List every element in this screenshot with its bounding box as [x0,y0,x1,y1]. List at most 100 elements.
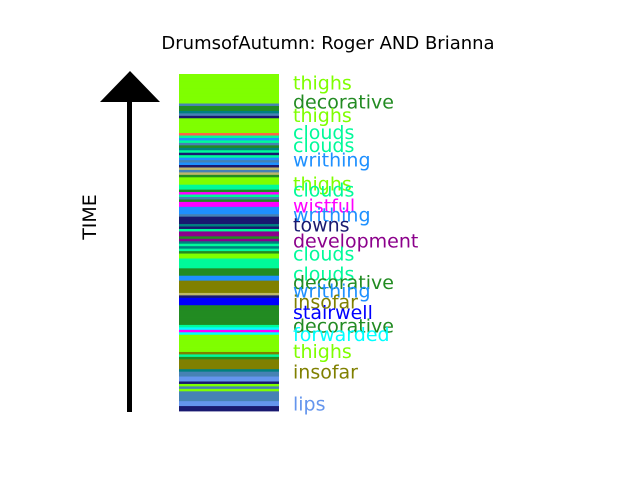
time-stripe [179,243,279,247]
time-stripe [179,140,279,144]
time-stripe [179,342,279,345]
time-stripe [179,187,279,191]
time-stripe [179,349,279,353]
word-label: writhing [293,149,371,171]
time-arrow-head-icon [100,71,160,102]
time-stripe [179,295,279,299]
time-stripe [179,105,279,109]
time-stripe [179,224,279,227]
time-stripe [179,398,279,402]
time-stripe [179,406,279,409]
time-stripe [179,199,279,203]
time-stripe [179,344,279,348]
time-stripe [179,292,279,296]
time-stripe [179,347,279,350]
time-stripe [179,383,279,387]
time-stripe [179,118,279,122]
time-stripe [179,76,279,80]
word-label: clouds [293,244,354,266]
time-stripe [179,369,279,373]
word-label: thighs [293,105,352,127]
time-stripe [179,88,279,92]
y-axis-label: TIME [79,194,101,241]
time-stripe [179,310,279,314]
time-stripe [179,315,279,318]
time-stripe [179,231,279,235]
time-stripe [179,393,279,397]
time-stripe [179,334,279,338]
time-stripe [179,214,279,218]
time-stripe [179,228,279,232]
time-stripe [179,312,279,316]
word-label: forwarded [293,324,390,346]
time-stripe [179,366,279,370]
time-stripe [179,103,279,107]
time-stripe [179,371,279,375]
time-stripe [179,93,279,97]
time-stripe [179,74,279,77]
word-label: writhing [293,205,371,227]
time-stripe [179,133,279,136]
time-stripe [179,251,279,254]
time-stripe [179,403,279,407]
time-stripe [179,302,279,306]
time-arrow-shaft [127,98,132,412]
timeline-bar [179,74,279,412]
word-label: thighs [293,341,352,363]
time-stripe [179,329,279,333]
time-stripe [179,172,279,176]
time-stripe [179,283,279,286]
time-stripe [179,246,279,250]
time-stripe [179,155,279,159]
time-stripe [179,184,279,188]
time-stripe [179,297,279,301]
time-stripe [179,275,279,279]
word-label: insofar [293,292,358,314]
time-stripe [179,256,279,259]
time-stripe [179,263,279,267]
time-stripe [179,201,279,205]
time-stripe [179,125,279,129]
time-stripe [179,327,279,331]
time-stripe [179,137,279,141]
time-stripe [179,206,279,210]
time-stripe [179,319,279,323]
time-stripe [179,317,279,321]
time-stripe [179,157,279,161]
time-stripe [179,169,279,173]
time-stripe [179,374,279,377]
time-stripe [179,98,279,102]
time-stripe [179,101,279,104]
time-stripe [179,332,279,336]
time-stripe [179,182,279,186]
word-label: decorative [293,91,394,113]
time-stripe [179,196,279,200]
time-stripe [179,288,279,291]
time-stripe [179,160,279,163]
word-label: clouds [293,135,354,157]
time-stripe [179,379,279,382]
time-stripe [179,145,279,149]
time-stripe [179,177,279,181]
time-stripe [179,96,279,99]
time-axis-arrow [100,71,160,412]
word-label: decorative [293,316,394,338]
time-stripe [179,401,279,405]
time-stripe [179,165,279,168]
word-label: development [293,231,418,253]
time-stripe [179,150,279,154]
time-stripe [179,189,279,193]
time-stripe [179,236,279,240]
word-label: decorative [293,272,394,294]
time-stripe [179,194,279,198]
time-stripe [179,285,279,289]
time-stripe [179,253,279,257]
word-label: thighs [293,174,352,196]
time-stripe [179,300,279,304]
time-stripe [179,351,279,355]
time-stripe [179,268,279,272]
time-stripe [179,290,279,294]
time-stripe [179,219,279,222]
time-stripe [179,273,279,277]
time-stripe [179,204,279,208]
